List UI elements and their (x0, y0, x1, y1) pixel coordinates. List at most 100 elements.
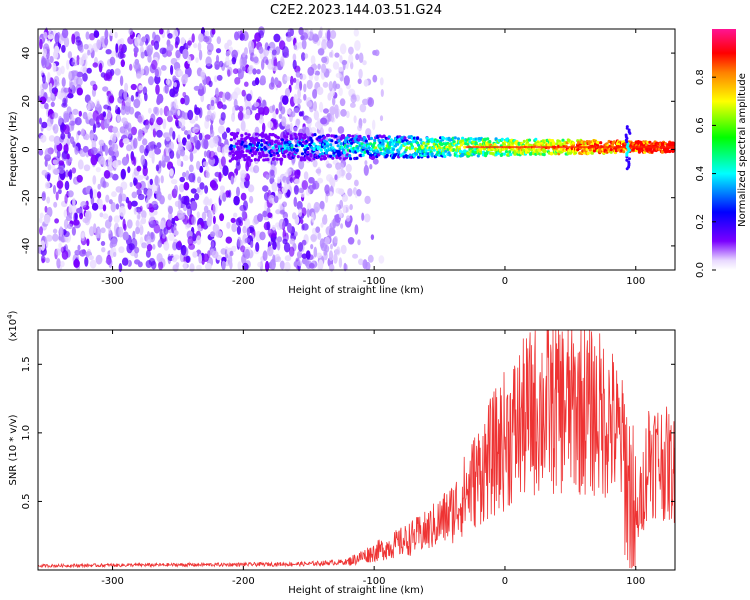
snr-ytick-label: 1.0 (21, 425, 32, 441)
heatmap-cell (53, 135, 61, 146)
heatmap-cell (271, 65, 279, 72)
heatmap-cell (43, 214, 51, 225)
heatmap-cell (166, 115, 173, 123)
heatmap-cell (153, 106, 158, 115)
heatmap-spike-cell (627, 157, 631, 161)
heatmap-cell (76, 174, 83, 183)
heatmap-signal-cell (303, 158, 307, 162)
heatmap-cell (355, 53, 360, 61)
heatmap-signal-cell (270, 150, 274, 154)
heatmap-cell (82, 145, 89, 153)
heatmap-cell (353, 29, 359, 37)
heatmap-cell (142, 86, 148, 96)
heatmap-cell (292, 53, 297, 62)
heatmap-cell (297, 88, 301, 100)
heatmap-cell (193, 43, 198, 49)
heatmap-cell (335, 206, 339, 213)
heatmap-cell (170, 64, 174, 76)
heatmap-signal-cell (590, 151, 594, 155)
heatmap-signal-cell (448, 153, 452, 157)
heatmap-cell (204, 263, 212, 270)
heatmap-cell (303, 171, 309, 180)
heatmap-cell (346, 215, 351, 222)
heatmap-cell (338, 257, 343, 268)
heatmap-signal-cell (293, 132, 297, 136)
heatmap-cell (90, 154, 98, 166)
heatmap-cell (246, 93, 252, 102)
heatmap-cell (216, 36, 221, 45)
heatmap-signal-cell (269, 154, 273, 158)
heatmap-cell (284, 261, 291, 272)
heatmap-cell (220, 156, 226, 167)
heatmap-cell (237, 236, 242, 248)
heatmap-cell (98, 155, 105, 165)
heatmap-cell (367, 97, 374, 108)
heatmap-cell (323, 108, 329, 114)
heatmap-cell (241, 210, 246, 219)
heatmap-cell (379, 115, 384, 122)
heatmap-cell (339, 43, 347, 55)
heatmap-cell (312, 89, 318, 99)
heatmap-signal-cell (410, 146, 414, 150)
heatmap-signal-cell (261, 131, 265, 135)
heatmap-cell (301, 39, 307, 50)
heatmap-cell (112, 133, 117, 140)
heatmap-cell (363, 164, 369, 176)
heatmap-cell (335, 83, 341, 90)
heatmap-cell (127, 36, 134, 45)
heatmap-signal-cell (294, 144, 298, 148)
heatmap-cell (204, 119, 210, 129)
heatmap-cell (132, 230, 136, 240)
heatmap-cell (105, 194, 110, 203)
heatmap-signal-cell (290, 143, 294, 148)
heatmap-cell (131, 191, 138, 199)
heatmap-cell (202, 84, 206, 95)
heatmap-cell (338, 66, 344, 72)
heatmap-cell (66, 59, 70, 70)
heatmap-cell (287, 222, 292, 233)
heatmap-cell (317, 63, 321, 70)
heatmap-cell (230, 217, 236, 223)
heatmap-cell (282, 201, 287, 208)
heatmap-signal-cell (466, 142, 470, 146)
heatmap-cell (364, 195, 371, 205)
heatmap-cell (305, 116, 312, 124)
heatmap-cell (301, 52, 306, 62)
heatmap-cell (293, 77, 297, 83)
heatmap-cell (294, 231, 298, 237)
snr-frame (37, 329, 676, 571)
heatmap-cell (53, 201, 58, 208)
heatmap-cell (151, 260, 157, 270)
heatmap-cell (156, 117, 164, 126)
heatmap-cell (131, 200, 138, 207)
heatmap-cell (42, 48, 47, 57)
heatmap-cell (301, 180, 309, 190)
heatmap-cell (197, 42, 202, 52)
heatmap-cell (92, 84, 98, 91)
heatmap-cell (52, 228, 58, 234)
heatmap-signal-cell (345, 144, 350, 148)
heatmap-cell (279, 260, 285, 270)
heatmap-signal-cell (330, 139, 334, 143)
heatmap-cell (294, 178, 300, 185)
heatmap-cell (81, 232, 85, 239)
heatmap-cell (286, 168, 292, 176)
heatmap-cell (109, 95, 115, 104)
heatmap-cell (175, 49, 181, 59)
heatmap-signal-cell (419, 138, 423, 142)
heatmap-signal-cell (379, 148, 383, 152)
heatmap-cell (196, 187, 201, 194)
colorbar-tick-label: 0.8 (695, 69, 706, 85)
heatmap-cell (312, 159, 318, 168)
heatmap-cell (196, 235, 202, 246)
heatmap-cell (182, 155, 189, 161)
heatmap-cell (109, 56, 116, 66)
heatmap-signal-cell (289, 134, 293, 138)
heatmap-signal-cell (334, 134, 338, 138)
heatmap-signal-cell (430, 152, 434, 156)
heatmap-cell (332, 96, 336, 106)
heatmap-cell (192, 251, 198, 258)
heatmap-cell (292, 212, 297, 220)
heatmap-cell (148, 107, 152, 114)
heatmap-cell (179, 176, 185, 183)
